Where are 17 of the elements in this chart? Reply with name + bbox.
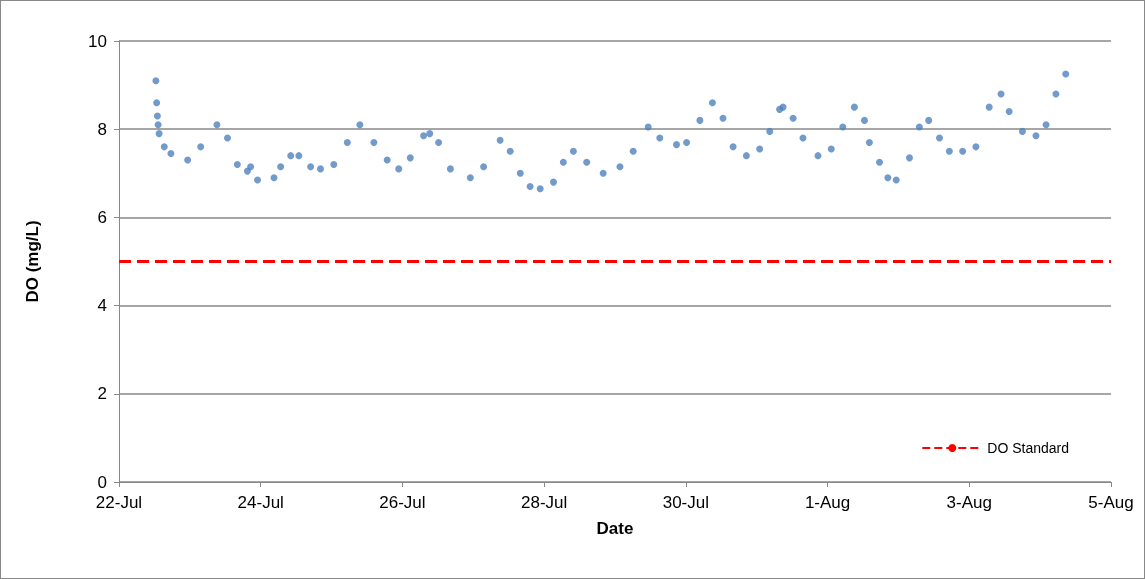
- y-tick-label: 0: [97, 472, 107, 492]
- x-tick-label: 5-Aug: [1088, 493, 1134, 512]
- x-tick-label: 28-Jul: [520, 493, 568, 512]
- y-tick-label: 4: [97, 296, 107, 316]
- y-axis-title: DO (mg/L): [23, 220, 42, 303]
- x-tick-label: 1-Aug: [804, 493, 851, 512]
- x-tick-label: 30-Jul: [662, 493, 710, 512]
- legend-label: DO Standard: [987, 440, 1070, 456]
- x-tick-label: 24-Jul: [237, 493, 284, 512]
- x-axis-title: Date: [596, 519, 634, 538]
- x-tick-label: 26-Jul: [379, 493, 426, 512]
- y-tick-label: 6: [97, 207, 107, 227]
- y-tick-label: 2: [97, 384, 107, 404]
- x-tick-label: 3-Aug: [946, 493, 992, 512]
- y-tick-label: 8: [97, 119, 107, 139]
- x-tick-label: 22-Jul: [95, 493, 143, 512]
- y-tick-label: 10: [88, 31, 107, 51]
